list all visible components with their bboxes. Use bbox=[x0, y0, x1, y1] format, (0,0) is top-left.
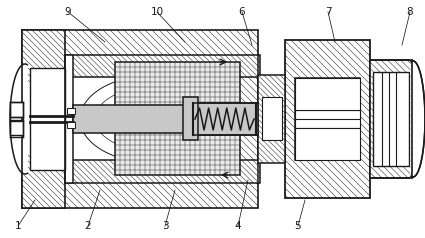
Text: 1: 1 bbox=[15, 221, 21, 231]
Polygon shape bbox=[411, 57, 425, 181]
Bar bbox=[22, 30, 258, 208]
Bar bbox=[295, 78, 360, 160]
Bar bbox=[65, 55, 260, 77]
Text: 7: 7 bbox=[325, 7, 332, 17]
Bar bbox=[285, 40, 370, 198]
Text: 8: 8 bbox=[407, 7, 413, 17]
Bar bbox=[258, 75, 285, 163]
Bar bbox=[10, 102, 23, 117]
Bar bbox=[22, 30, 258, 208]
Bar bbox=[285, 40, 370, 198]
Text: 10: 10 bbox=[150, 7, 164, 17]
Bar bbox=[22, 30, 65, 208]
Bar bbox=[373, 72, 409, 166]
Bar bbox=[65, 55, 73, 183]
Bar bbox=[115, 62, 240, 107]
Bar bbox=[65, 160, 260, 183]
Text: 4: 4 bbox=[235, 221, 241, 231]
Bar bbox=[22, 30, 65, 85]
Text: 2: 2 bbox=[85, 221, 91, 231]
Bar bbox=[370, 60, 412, 178]
Bar bbox=[183, 97, 198, 140]
Bar bbox=[65, 55, 260, 77]
Bar bbox=[115, 130, 240, 175]
Bar bbox=[65, 55, 230, 183]
Bar bbox=[190, 103, 258, 135]
Bar bbox=[295, 78, 360, 110]
Bar bbox=[22, 30, 65, 85]
Bar bbox=[295, 128, 360, 160]
Bar bbox=[30, 68, 65, 170]
Bar bbox=[67, 108, 75, 114]
Bar bbox=[115, 130, 240, 175]
Bar bbox=[22, 153, 65, 208]
Text: 5: 5 bbox=[295, 221, 301, 231]
Bar bbox=[370, 60, 412, 178]
Bar bbox=[262, 97, 282, 140]
Bar bbox=[258, 75, 285, 163]
Bar bbox=[22, 153, 65, 208]
Bar bbox=[115, 62, 240, 107]
Text: 3: 3 bbox=[162, 221, 168, 231]
Polygon shape bbox=[10, 64, 27, 174]
Bar bbox=[65, 160, 260, 183]
Text: 6: 6 bbox=[239, 7, 245, 17]
Bar bbox=[73, 105, 191, 133]
Text: 9: 9 bbox=[65, 7, 71, 17]
Bar bbox=[295, 110, 360, 128]
Bar bbox=[67, 122, 75, 128]
Bar bbox=[10, 120, 23, 135]
